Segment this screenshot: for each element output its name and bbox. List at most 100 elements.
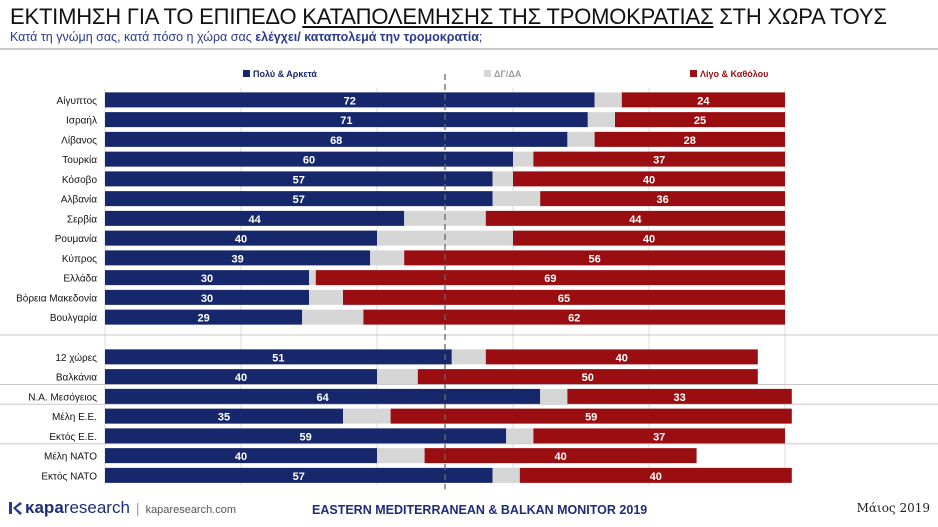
logo-url: kaparesearch.com (145, 504, 237, 516)
data-label: 35 (218, 412, 230, 424)
data-label: 71 (340, 115, 352, 127)
bar-segment (105, 112, 588, 128)
row-label: Βαλκάνια (56, 372, 97, 384)
bar-segment (105, 92, 595, 108)
logo-text-bold: κapa (25, 498, 64, 517)
bar-segment (105, 408, 343, 424)
data-label: 40 (650, 471, 662, 483)
bar-segment (105, 309, 303, 325)
bar-segment (343, 408, 391, 424)
row-label: Λίβανος (61, 134, 97, 146)
bar-segment (105, 151, 513, 167)
title-divider (0, 48, 938, 50)
bar-segment (105, 230, 377, 246)
data-label: 57 (293, 471, 305, 483)
row-label: Κύπρος (62, 253, 97, 265)
data-label: 44 (629, 214, 642, 226)
kapa-research-logo: κaparesearch | kaparesearch.com (8, 498, 236, 518)
bar-segment (621, 92, 785, 108)
legend-swatch (690, 70, 697, 77)
bar-segment (513, 171, 785, 187)
data-label: 33 (673, 392, 685, 404)
data-label: 56 (588, 253, 600, 265)
row-label: Εκτός Ε.Ε. (49, 431, 97, 443)
bar-segment (105, 388, 541, 404)
row-label: Αίγυπτος (57, 95, 98, 107)
data-label: 64 (316, 392, 329, 404)
bar-segment (533, 428, 785, 444)
bar-segment (309, 270, 316, 286)
row-label: 12 χώρες (55, 352, 97, 364)
row-label: Ελλάδα (63, 273, 97, 285)
legend-label: Λίγο & Καθόλου (700, 69, 768, 79)
stacked-bar-chart: Πολύ & Αρκετά ΔΓ/ΔΑ Λίγο & Καθόλου Αίγυπτος… (0, 69, 938, 490)
bar-segment (540, 388, 568, 404)
bar-segment (567, 131, 595, 147)
bar-segment (424, 448, 697, 464)
bar-segment (506, 428, 534, 444)
row-label: Μέλη ΝΑΤΟ (44, 451, 97, 463)
bar-segment (377, 369, 418, 385)
bar-segment (519, 467, 792, 483)
data-label: 37 (653, 431, 665, 443)
bar-segment (404, 250, 785, 266)
bar-segment (105, 428, 507, 444)
data-label: 62 (568, 313, 580, 325)
data-label: 60 (303, 155, 315, 167)
data-label: 59 (299, 431, 311, 443)
chart-subtitle: Κατά τη γνώμη σας, κατά πόσο η χώρα σας … (10, 30, 482, 44)
bar-segment (594, 92, 622, 108)
bar-segment (485, 349, 758, 365)
row-label: Βουλγαρία (50, 312, 97, 324)
title-part-1: ΕΚΤΙΜΗΣΗ ΓΙΑ ΤΟ ΕΠΙΠΕΔΟ (10, 4, 303, 29)
bar-segment (105, 270, 309, 286)
bar-segment (451, 349, 486, 365)
data-label: 40 (554, 451, 566, 463)
bar-segment (105, 349, 452, 365)
bar-segment (390, 408, 792, 424)
data-label: 65 (558, 293, 570, 305)
bar-segment (343, 289, 785, 305)
bar-segment (105, 191, 493, 207)
data-label: 40 (235, 451, 247, 463)
title-underlined: ΚΑΤΑΠΟΛΕΜΗΣΗΣ ΤΗΣ ΤΡΟΜΟΚΡΑΤΙΑΣ (302, 4, 714, 29)
data-label: 59 (585, 412, 597, 424)
bar-segment (105, 131, 568, 147)
data-label: 36 (656, 194, 668, 206)
bar-segment (587, 112, 615, 128)
monitor-label: EASTERN MEDITERRANEAN & BALKAN MONITOR 2… (312, 503, 648, 517)
bar-segment (315, 270, 785, 286)
bar-segment (513, 151, 534, 167)
data-label: 25 (694, 115, 706, 127)
bar-segment (363, 309, 785, 325)
bar-segment (309, 289, 343, 305)
bar-segment (540, 191, 785, 207)
bar-segment (533, 151, 785, 167)
data-label: 57 (293, 194, 305, 206)
data-label: 30 (201, 273, 213, 285)
row-label: Βόρεια Μακεδονία (16, 292, 97, 304)
data-label: 72 (344, 95, 356, 107)
bar-segment (370, 250, 405, 266)
bar-segment (105, 250, 371, 266)
data-label: 40 (235, 234, 247, 246)
row-label: Ισραήλ (66, 115, 97, 127)
bar-segment (492, 171, 513, 187)
legend-swatch (243, 70, 250, 77)
bar-segment (105, 467, 493, 483)
data-label: 40 (643, 174, 655, 186)
bar-segment (302, 309, 364, 325)
bar-segment (417, 369, 758, 385)
data-label: 39 (231, 253, 243, 265)
data-label: 57 (293, 174, 305, 186)
row-label: Κόσοβο (62, 174, 98, 186)
row-label: Εκτός ΝΑΤΟ (41, 470, 97, 482)
subtitle-bold: ελέγχει/ καταπολεμά την τρομοκρατία (255, 30, 479, 44)
data-label: 37 (653, 155, 665, 167)
bar-segment (105, 289, 309, 305)
data-label: 29 (197, 313, 209, 325)
bar-segment (105, 210, 405, 226)
subtitle-part-1: Κατά τη γνώμη σας, κατά πόσο η χώρα σας (10, 30, 256, 44)
bar-segment (485, 210, 785, 226)
bar-segment (492, 467, 520, 483)
